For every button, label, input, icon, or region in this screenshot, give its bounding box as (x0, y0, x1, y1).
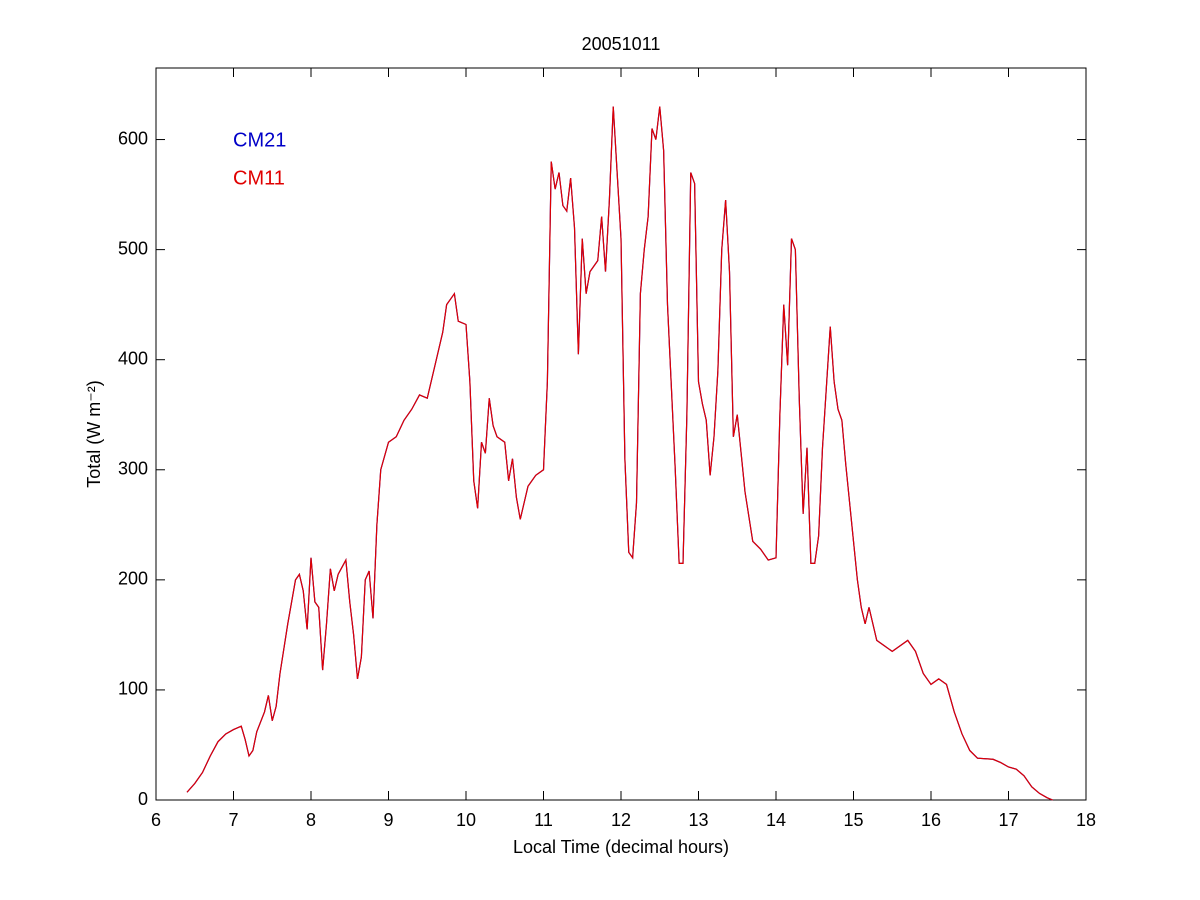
x-tick-label: 13 (688, 810, 708, 830)
data-line (186, 106, 1053, 801)
y-tick-label: 200 (118, 569, 148, 589)
x-axis-label: Local Time (decimal hours) (513, 837, 729, 857)
plot-area (155, 67, 1087, 801)
x-tick-label: 9 (383, 810, 393, 830)
y-tick-label: 100 (118, 679, 148, 699)
chart-title: 20051011 (582, 34, 661, 54)
x-tick-label: 14 (766, 810, 786, 830)
legend-entry: CM11 (233, 167, 285, 189)
y-tick-label: 300 (118, 459, 148, 479)
y-axis-label: Total (W m⁻²) (84, 380, 104, 488)
x-tick-label: 7 (228, 810, 238, 830)
x-tick-label: 10 (456, 810, 476, 830)
x-tick-label: 16 (921, 810, 941, 830)
x-tick-label: 12 (611, 810, 631, 830)
y-tick-label: 600 (118, 128, 148, 148)
x-tick-label: 8 (306, 810, 316, 830)
x-tick-label: 18 (1076, 810, 1096, 830)
y-tick-label: 500 (118, 238, 148, 258)
y-tick-label: 0 (138, 789, 148, 809)
x-tick-label: 6 (151, 810, 161, 830)
x-tick-label: 11 (534, 810, 553, 830)
y-tick-label: 400 (118, 348, 148, 368)
x-tick-label: 15 (843, 810, 863, 830)
legend-entry: CM21 (233, 129, 286, 151)
x-tick-label: 17 (998, 810, 1018, 830)
